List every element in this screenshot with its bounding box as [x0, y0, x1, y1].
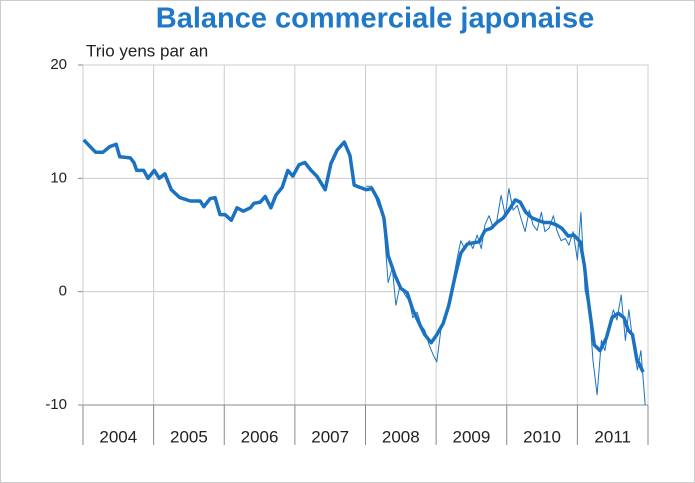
x-tick-label: 2011 [594, 427, 631, 446]
x-tick-label: 2004 [99, 427, 137, 446]
x-tick-label: 2009 [453, 427, 491, 446]
x-tick-label: 2005 [170, 427, 208, 446]
x-tick-label: 2007 [311, 427, 349, 446]
chart-title: Balance commerciale japonaise [156, 3, 594, 35]
line-series [82, 138, 645, 373]
y-axis-label: Trio yens par an [86, 41, 208, 60]
y-tick-label: 0 [59, 283, 67, 300]
x-tick-label: 2006 [241, 427, 279, 446]
x-tick-label: 2008 [382, 427, 420, 446]
y-tick-label: 10 [50, 169, 67, 186]
y-tick-label: 20 [50, 56, 67, 73]
x-tick-label: 2010 [523, 427, 561, 446]
line-series [366, 185, 646, 406]
y-tick-label: -10 [45, 396, 67, 413]
